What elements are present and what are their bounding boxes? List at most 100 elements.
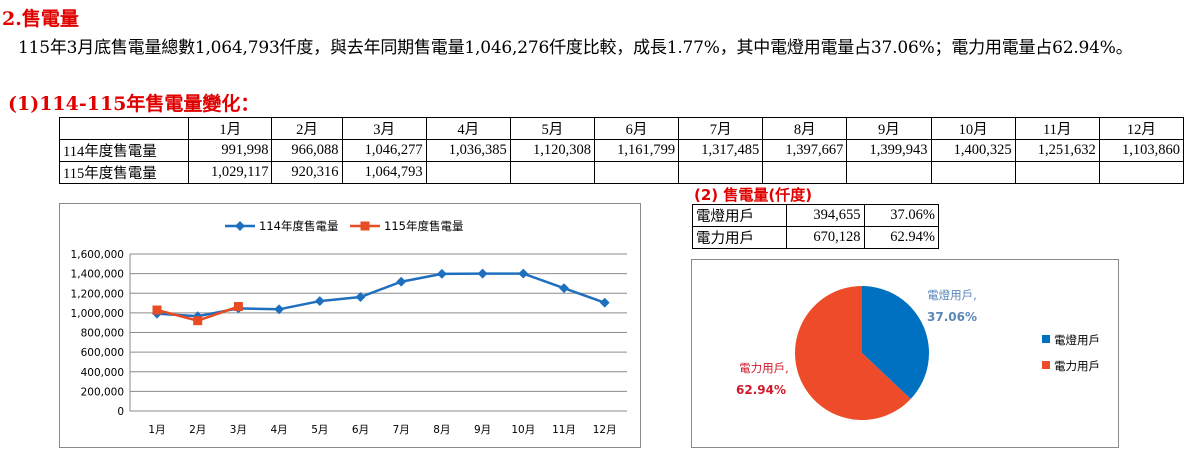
value-cell: 1,120,308 [509,139,595,162]
row-label: 電燈用戶 [692,204,787,227]
table-row: 電燈用戶 394,655 37.06% [692,204,940,227]
monthly-sales-table: 1月 2月 3月 4月 5月 6月 7月 8月 9月 10月 11月 12月 114年度售電量 991,… [59,117,1185,184]
x-tick-label: 5月 [311,424,328,436]
x-tick-label: 8月 [433,424,450,436]
value-cell: 991,998 [187,139,273,162]
value-cell: 1,397,667 [762,139,848,162]
value-cell [1098,161,1185,184]
slice-label: 電燈用戶, [927,288,977,302]
summary-paragraph: 115年3月底售電量總數1,064,793仟度，與去年同期售電量1,046,27… [18,38,1133,58]
value-cell: 1,103,860 [1098,139,1185,162]
value-cell [1014,161,1100,184]
row-label: 114年度售電量 [59,139,189,162]
month-header: 7月 [678,117,764,140]
x-tick-label: 3月 [230,424,247,436]
month-header: 2月 [271,117,343,140]
value-cell: 1,399,943 [846,139,932,162]
table-row: 115年度售電量 1,029,117 920,316 1,064,793 [59,161,1185,184]
month-header: 9月 [846,117,932,140]
value-cell [425,161,511,184]
x-tick-label: 1月 [148,424,165,436]
value-cell [593,161,680,184]
x-tick-label: 10月 [511,424,535,436]
x-tick-label: 12月 [593,424,617,436]
data-point-diamond [599,297,610,308]
value-cell [509,161,595,184]
value-cell [762,161,848,184]
month-header: 4月 [425,117,511,140]
section1-title: (1)114-115年售電量變化： [8,93,260,115]
data-point-diamond [518,268,529,279]
row-label: 115年度售電量 [59,161,189,184]
value-cell: 920,316 [271,161,343,184]
pct-cell: 37.06% [863,204,940,227]
table-row: 電力用戶 670,128 62.94% [692,226,940,249]
data-point-square [152,305,162,315]
value-cell: 1,029,117 [187,161,273,184]
legend-label: 114年度售電量 [259,219,338,233]
pie-slice [795,286,911,420]
legend-marker [360,221,370,231]
legend-label: 電力用戶 [1054,359,1100,373]
data-point-diamond [559,283,569,294]
slice-label: 電力用戶, [739,361,789,375]
data-point-diamond [396,276,407,287]
corner-cell [59,117,189,140]
pie-chart: 電燈用戶, 37.06% 電燈用戶電力用戶, 62.94% 電力用戶 [691,259,1119,448]
x-tick-label: 4月 [271,424,288,436]
table-row: 114年度售電量 991,998 966,088 1,046,277 1,036,385… [59,139,1185,162]
data-point-square [193,316,203,326]
y-tick-label: 1,600,000 [71,249,124,261]
y-tick-label: 600,000 [81,347,124,359]
x-tick-label: 2月 [189,424,206,436]
section2-title: (2) 售電量(仟度) [694,186,813,204]
y-tick-label: 800,000 [81,328,124,340]
data-point-diamond [477,268,488,279]
pie-slice [862,286,929,400]
y-tick-label: 0 [117,406,124,418]
y-tick-label: 200,000 [81,386,124,398]
month-header: 10月 [930,117,1016,140]
value-cell: 1,251,632 [1014,139,1100,162]
month-header: 5月 [509,117,595,140]
month-header: 1月 [187,117,273,140]
value-cell: 670,128 [785,226,865,249]
y-tick-label: 1,400,000 [71,269,124,281]
data-point-square [233,302,243,312]
month-header: 8月 [762,117,848,140]
data-point-diamond [436,268,447,279]
month-header: 11月 [1014,117,1100,140]
customer-split-table: 電燈用戶 394,655 37.06% 電力用戶 670,128 62.94% [692,204,940,249]
legend-label: 電燈用戶 [1054,333,1100,347]
legend-marker [235,221,245,231]
legend-label: 115年度售電量 [384,219,463,233]
value-cell [846,161,932,184]
y-tick-label: 1,000,000 [71,308,124,320]
month-header: 3月 [341,117,427,140]
value-cell: 1,064,793 [341,161,427,184]
value-cell: 1,317,485 [678,139,764,162]
y-tick-label: 400,000 [81,367,124,379]
series-line [156,272,606,318]
month-header: 12月 [1098,117,1185,140]
value-cell [678,161,764,184]
data-point-diamond [314,296,325,307]
x-tick-label: 9月 [474,424,491,436]
x-tick-label: 11月 [552,424,576,436]
value-cell: 1,046,277 [341,139,427,162]
value-cell: 1,036,385 [425,139,511,162]
value-cell: 1,161,799 [593,139,680,162]
slice-percent: 37.06% [927,310,977,324]
line-chart: 0 200,000 400,000 600,000 800,000 1,000,000 1,… [59,203,641,448]
pct-cell: 62.94% [863,226,940,249]
legend-swatch [1042,335,1050,343]
section-heading: 2.售電量 [2,8,79,30]
x-tick-label: 7月 [393,424,410,436]
value-cell [930,161,1016,184]
value-cell: 1,400,325 [930,139,1016,162]
slice-percent: 62.94% [736,383,786,397]
value-cell: 394,655 [785,204,865,227]
y-tick-label: 1,200,000 [71,288,124,300]
row-label: 電力用戶 [692,226,787,249]
month-header: 6月 [593,117,680,140]
